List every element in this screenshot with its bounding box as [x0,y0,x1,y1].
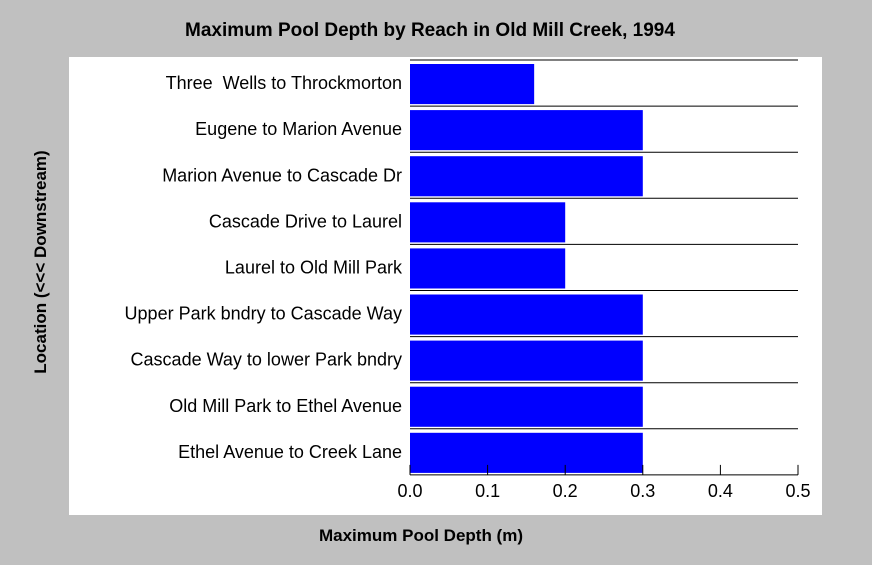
x-tick-label: 0.0 [397,481,422,501]
category-label: Three Wells to Throckmorton [166,73,402,93]
category-label: Cascade Way to lower Park bndry [131,350,402,370]
category-label: Laurel to Old Mill Park [225,257,403,277]
bar [410,202,566,243]
x-tick-label: 0.3 [630,481,655,501]
x-tick-label: 0.4 [708,481,733,501]
chart-title: Maximum Pool Depth by Reach in Old Mill … [185,20,675,41]
category-labels: Three Wells to Throckmorton Eugene to Mar… [125,73,403,462]
bar [410,340,643,381]
bar [410,294,643,335]
bar [410,432,643,473]
x-axis-title: Maximum Pool Depth (m) [318,526,523,545]
bars-layer [410,64,643,473]
x-tick-label: 0.1 [475,481,500,501]
x-axis: 0.0 0.1 0.2 0.3 0.4 0.5 [397,464,811,501]
bar [410,386,643,427]
category-label: Cascade Drive to Laurel [209,211,402,231]
bar [410,110,643,151]
bar [410,156,643,197]
category-label: Upper Park bndry to Cascade Way [125,304,402,324]
category-label: Old Mill Park to Ethel Avenue [169,396,402,416]
category-label: Eugene to Marion Avenue [195,119,402,139]
bar [410,64,535,105]
category-separators [410,59,798,430]
x-tick-label: 0.5 [785,481,810,501]
bar [410,248,566,289]
x-tick-label: 0.2 [553,481,578,501]
category-label: Marion Avenue to Cascade Dr [162,165,402,185]
category-label: Ethel Avenue to Creek Lane [178,442,402,462]
